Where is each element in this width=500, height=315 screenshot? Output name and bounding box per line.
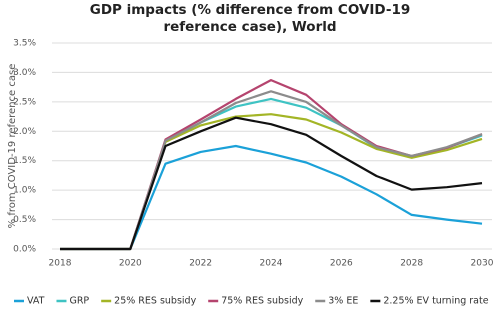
data-line [60,144,483,251]
x-tick-label: 2028 [400,259,423,269]
x-tick-label: 2030 [471,259,494,269]
data-line [60,97,483,251]
y-tick-label: 3.5% [13,39,36,49]
data-line [60,113,483,251]
legend-label: VAT [27,296,45,307]
y-tick-label: 2.5% [13,97,36,107]
y-tick-label: 3.0% [13,68,36,78]
x-tick-label: 2020 [119,259,142,269]
y-tick-label: 2.0% [13,127,36,137]
x-tick-label: 2026 [330,259,353,269]
chart-title: GDP impacts (% difference from COVID-19 … [89,2,411,35]
y-axis-label: % from COVID-19 reference case [7,64,18,229]
y-tick-label: 0.5% [13,215,36,225]
data-line [60,79,483,251]
y-tick-label: 1.5% [13,156,36,166]
legend-label: 3% EE [328,296,358,307]
legend-label: 2.25% EV turning rate [383,296,488,307]
y-tick-label: 0.0% [13,245,36,255]
x-tick-label: 2024 [260,259,283,269]
legend-label: 75% RES subsidy [221,296,303,307]
data-line [60,116,483,251]
legend-label: 25% RES subsidy [114,296,196,307]
y-tick-label: 1.0% [13,186,36,196]
legend-label: GRP [69,296,89,307]
x-tick-label: 2018 [49,259,72,269]
x-tick-label: 2022 [189,259,212,269]
